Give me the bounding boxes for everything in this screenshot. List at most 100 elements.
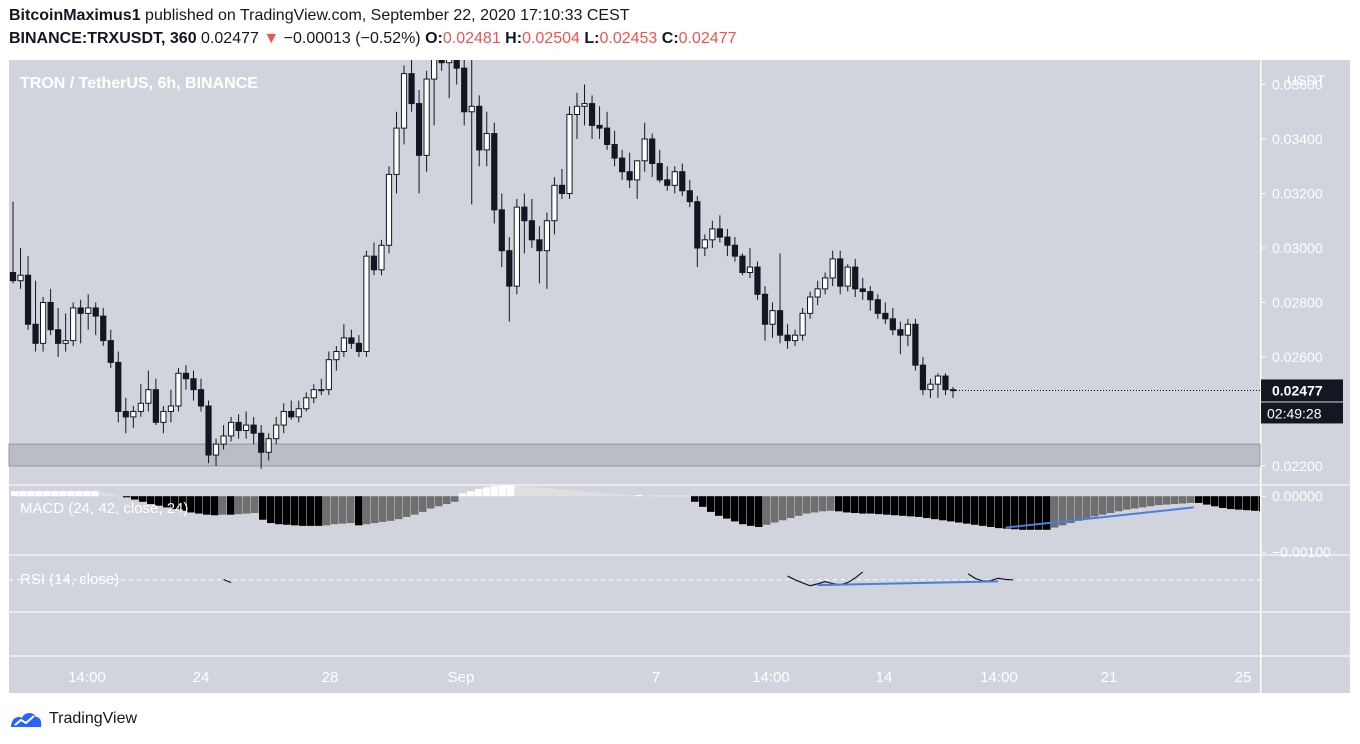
macd-hist-bar [747, 496, 755, 526]
candle-up [318, 389, 325, 392]
macd-hist-bar [795, 496, 803, 516]
candle-up [701, 239, 708, 249]
macd-hist-bar [203, 496, 211, 515]
macd-hist-bar [1091, 496, 1099, 517]
time-tick-label: 28 [322, 669, 339, 686]
macd-hist-bar [147, 496, 155, 505]
candle-down [258, 432, 265, 453]
macd-hist-bar [155, 496, 163, 506]
candle-up [807, 296, 814, 314]
candle-up [513, 206, 520, 287]
candle-down [9, 272, 17, 282]
candle-up [423, 78, 430, 156]
macd-hist-bar [163, 496, 171, 508]
macd-hist-bar [371, 496, 379, 524]
macd-hist-bar [315, 496, 323, 526]
candle-down [716, 228, 723, 238]
candle-down [370, 255, 378, 271]
time-tick-label: 14 [876, 669, 893, 686]
price-axis-background[interactable] [1261, 60, 1350, 693]
currency-label: USDT [1287, 72, 1326, 88]
macd-hist-bar [715, 496, 723, 516]
macd-hist-bar [539, 487, 547, 497]
macd-hist-bar [235, 496, 243, 515]
macd-hist-bar [227, 496, 235, 515]
macd-hist-bar [675, 495, 683, 497]
last-price: 0.02477 [201, 30, 259, 47]
candle-down [656, 163, 663, 181]
candle-down [190, 378, 197, 391]
candle-up [468, 105, 475, 113]
macd-hist-bar [779, 496, 787, 521]
candle-down [461, 67, 468, 113]
macd-hist-bar [763, 496, 771, 525]
macd-hist-bar [99, 492, 107, 497]
candle-down [528, 220, 535, 241]
macd-hist-bar [939, 496, 947, 521]
candle-up [483, 133, 490, 151]
macd-hist-bar [619, 494, 627, 497]
author-name[interactable]: BitcoinMaximus1 [9, 7, 141, 24]
candle-down [731, 244, 739, 257]
candle-down [115, 361, 122, 412]
macd-hist-bar [1123, 496, 1131, 510]
macd-hist-bar [475, 488, 483, 497]
candle-down [596, 124, 603, 129]
macd-hist-bar [67, 491, 75, 497]
candle-up [634, 160, 641, 181]
macd-hist-bar [11, 491, 19, 497]
candles-layer [8, 60, 1261, 469]
candle-up [822, 277, 829, 290]
macd-hist-bar [955, 496, 963, 523]
macd-hist-bar [1131, 496, 1139, 509]
candle-down [739, 255, 746, 273]
candle-up [904, 323, 911, 336]
candle-down [77, 307, 84, 314]
candle-up [566, 113, 573, 194]
macd-hist-bar [627, 495, 635, 497]
macd-hist-bar [1027, 496, 1035, 530]
macd-hist-bar [1219, 496, 1227, 508]
macd-hist-bar [603, 493, 611, 497]
candle-down [626, 171, 633, 181]
macd-hist-bar [1035, 496, 1043, 530]
candle-down [476, 105, 483, 151]
low-value: 0.02453 [599, 30, 658, 47]
candle-up [446, 60, 453, 64]
macd-hist-bar [803, 496, 811, 514]
macd-hist-bar [347, 496, 355, 524]
rsi-line [223, 578, 232, 584]
rsi-trendline [817, 580, 999, 587]
open-value: 0.02481 [442, 30, 501, 47]
macd-hist-bar [299, 496, 307, 526]
candle-down [852, 266, 859, 290]
price-change: −0.00013 (−0.52%) [283, 30, 421, 47]
macd-hist-bar [403, 496, 411, 517]
macd-hist-bar [651, 495, 659, 497]
candle-down [558, 184, 566, 194]
candle-down [536, 239, 543, 252]
candle-down [649, 138, 656, 165]
footer-brand[interactable]: TradingView [9, 706, 137, 732]
macd-hist-bar [1051, 496, 1059, 528]
candle-up [130, 410, 137, 418]
candle-up [220, 435, 227, 445]
macd-hist-bar [291, 496, 299, 526]
candle-down [919, 364, 927, 391]
macd-hist-bar [1147, 496, 1155, 507]
macd-hist-bar [459, 493, 467, 497]
macd-hist-bar [555, 489, 563, 497]
candle-down [250, 424, 257, 434]
macd-hist-bar [171, 496, 179, 510]
macd-hist-bar [579, 491, 587, 497]
macd-hist-bar [307, 496, 315, 526]
candle-up [431, 60, 438, 80]
macd-hist-bar [771, 496, 779, 523]
macd-hist-bar [1235, 496, 1243, 510]
price-tick-label: 0.03200 [1272, 185, 1323, 201]
chart-plot-background[interactable] [9, 60, 1260, 693]
macd-hist-bar [435, 496, 443, 507]
macd-hist-bar [811, 496, 819, 513]
candle-up [551, 184, 558, 222]
